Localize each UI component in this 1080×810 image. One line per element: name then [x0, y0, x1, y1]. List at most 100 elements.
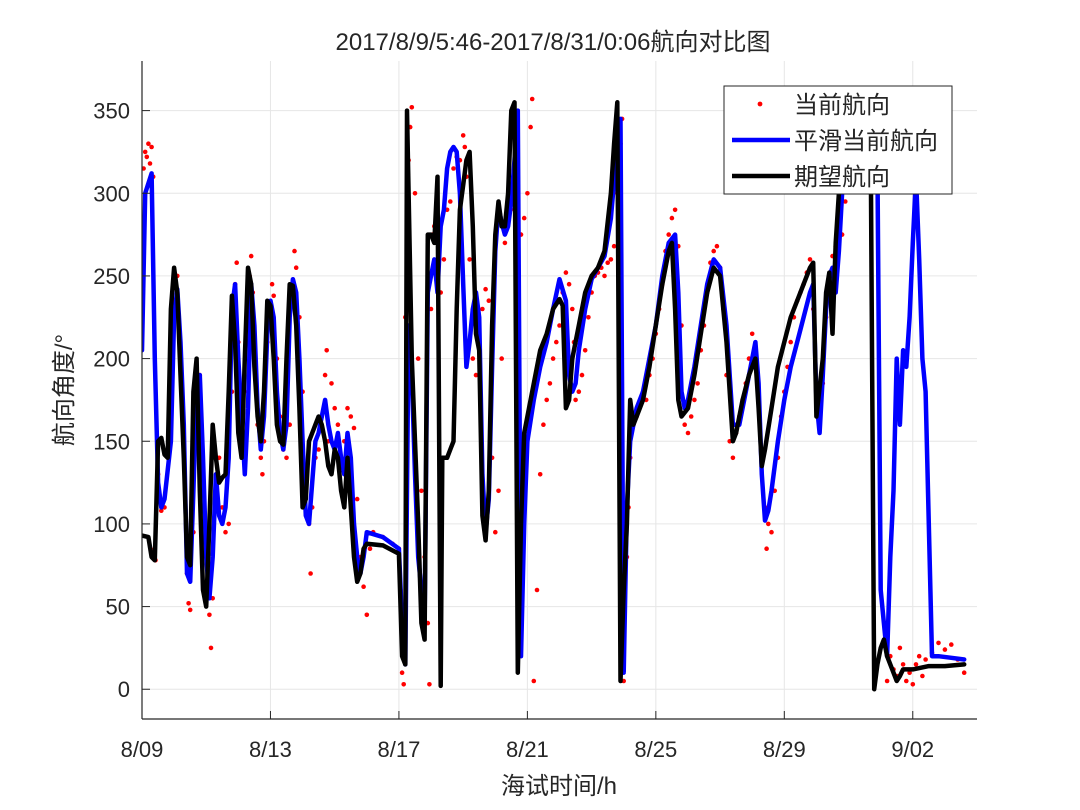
data-point — [913, 662, 919, 667]
data-point — [483, 286, 488, 292]
y-tick-label: 0 — [118, 677, 130, 702]
data-point — [146, 141, 151, 146]
data-point — [582, 348, 588, 353]
data-point — [427, 682, 432, 687]
data-point — [142, 149, 148, 155]
data-point — [525, 191, 530, 196]
data-point — [208, 645, 214, 651]
data-point — [579, 372, 585, 378]
data-point — [611, 243, 617, 249]
legend: 当前航向 平滑当前航向 期望航向 — [723, 85, 953, 195]
data-point — [480, 306, 485, 312]
data-point — [486, 298, 492, 304]
data-point — [910, 682, 916, 687]
y-axis-label: 航向角度/° — [51, 334, 78, 446]
y-tick-label: 50 — [106, 595, 130, 620]
data-point — [602, 273, 607, 279]
data-point — [499, 356, 505, 361]
x-tick-label: 8/25 — [634, 737, 677, 762]
data-point — [766, 521, 771, 527]
data-point — [570, 306, 575, 312]
data-point — [764, 546, 769, 551]
data-point — [544, 397, 549, 403]
data-point — [531, 678, 537, 684]
data-point — [576, 389, 582, 395]
data-point — [460, 133, 466, 138]
x-tick-label: 8/21 — [506, 737, 549, 762]
data-point — [557, 323, 562, 328]
data-point — [399, 670, 405, 675]
ticks: 0 50 100 150 200 250 300 350 8/09 8/13 8/17 8/21 8/2… — [93, 99, 934, 762]
data-point — [554, 339, 559, 345]
data-point — [672, 207, 678, 213]
data-point — [920, 673, 925, 679]
legend-label-desired-heading: 期望航向 — [794, 164, 890, 191]
y-tick-label: 300 — [93, 181, 130, 206]
data-point — [147, 161, 153, 166]
data-point — [401, 682, 407, 687]
data-point — [364, 612, 370, 618]
y-tick-label: 200 — [93, 347, 130, 372]
data-point — [451, 166, 456, 171]
y-tick-label: 150 — [93, 429, 130, 454]
legend-label-current-heading: 当前航向 — [794, 92, 890, 119]
data-point — [186, 601, 191, 606]
data-point — [467, 257, 472, 262]
data-point — [563, 270, 569, 275]
data-point — [685, 430, 691, 436]
data-point — [496, 488, 501, 494]
data-point — [843, 199, 848, 204]
data-point — [149, 144, 154, 150]
data-point — [605, 260, 610, 266]
data-point — [682, 422, 687, 428]
series-desired-heading-line — [142, 91, 967, 692]
data-point — [269, 281, 275, 287]
data-point — [566, 281, 572, 287]
data-point — [730, 455, 736, 461]
data-point — [534, 587, 540, 593]
data-point — [260, 472, 265, 477]
data-point — [322, 372, 328, 378]
data-point — [586, 315, 591, 320]
data-point — [669, 215, 675, 221]
data-point — [521, 215, 527, 221]
data-point — [324, 348, 330, 353]
data-point — [354, 496, 360, 502]
data-point — [187, 607, 193, 613]
data-point — [711, 248, 716, 254]
data-point — [345, 405, 350, 411]
data-point — [541, 422, 546, 428]
data-point — [293, 265, 299, 271]
data-point — [415, 356, 421, 361]
data-point — [234, 260, 239, 266]
data-point — [470, 356, 476, 361]
chart-title: 2017/8/9/5:46-2017/8/31/0:06航向对比图 — [336, 29, 771, 56]
data-point — [537, 472, 543, 477]
data-point — [528, 124, 533, 130]
data-point — [502, 240, 508, 246]
x-tick-label: 8/09 — [121, 737, 164, 762]
data-point — [550, 356, 556, 361]
data-point — [942, 647, 948, 652]
x-tick-label: 8/13 — [249, 737, 292, 762]
data-point — [547, 381, 553, 386]
data-point — [441, 257, 447, 262]
data-point — [462, 144, 468, 150]
data-point — [749, 331, 755, 337]
data-point — [769, 529, 774, 535]
data-point — [144, 154, 150, 160]
y-tick-label: 350 — [93, 99, 130, 124]
data-point — [900, 662, 906, 667]
data-point — [142, 166, 146, 171]
data-point — [916, 653, 922, 659]
data-point — [807, 257, 813, 262]
y-tick-label: 250 — [93, 264, 130, 289]
axes — [141, 61, 977, 720]
data-point — [688, 414, 694, 419]
data-point — [573, 397, 578, 403]
data-point — [258, 455, 264, 461]
data-point — [308, 571, 313, 576]
data-point — [529, 96, 535, 102]
x-axis-label: 海试时间/h — [501, 773, 617, 800]
